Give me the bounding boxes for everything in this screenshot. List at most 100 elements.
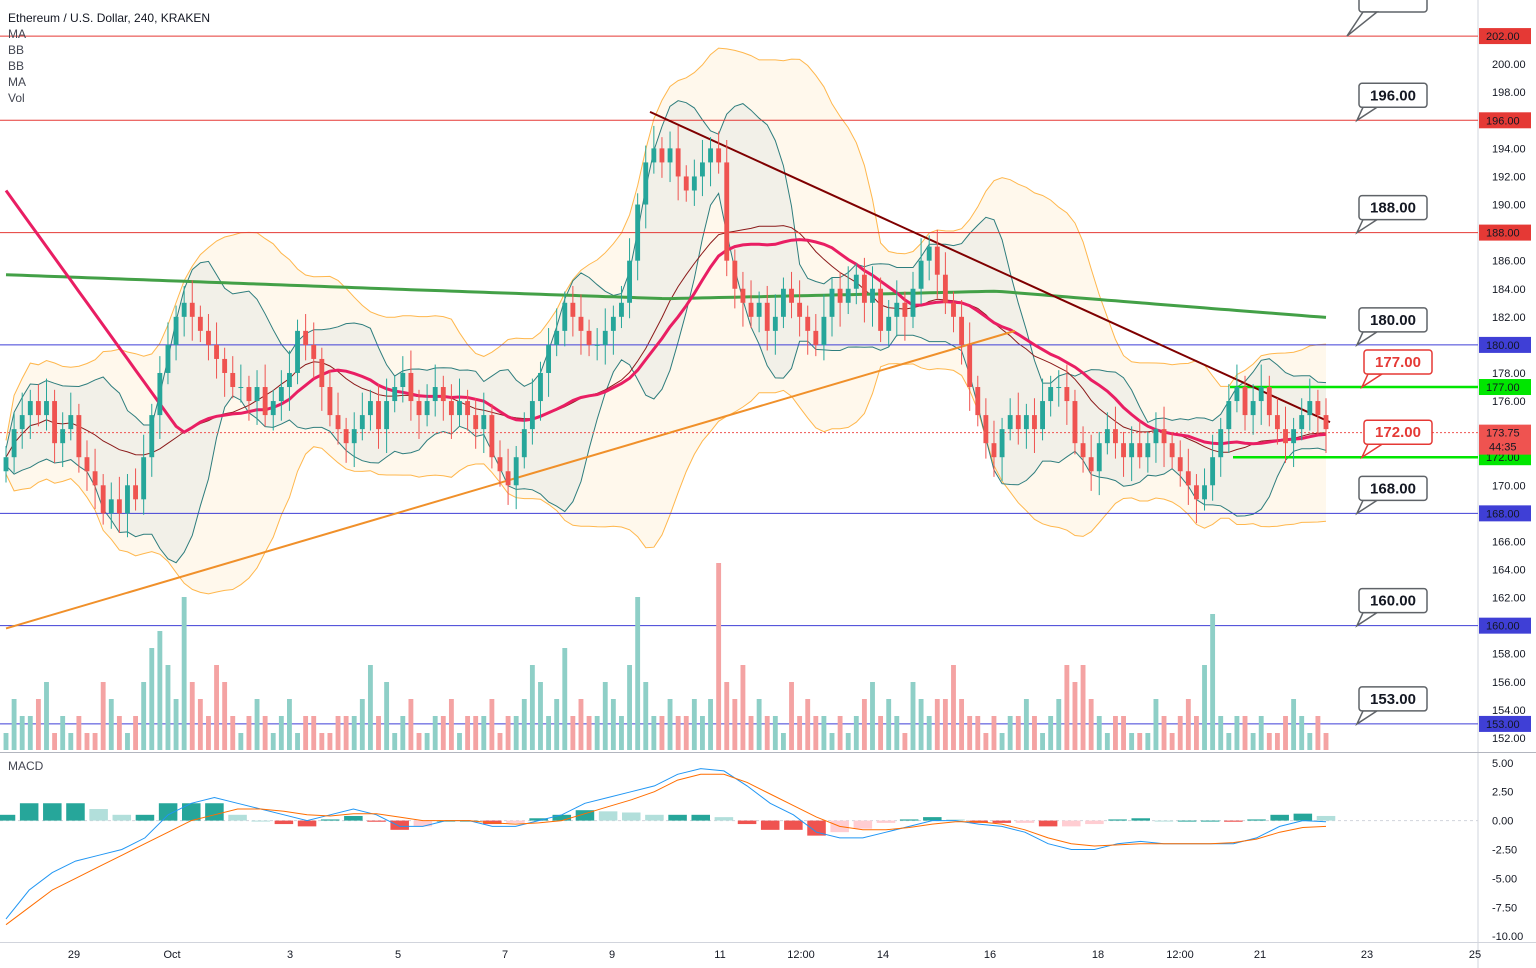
candle-body (513, 457, 519, 486)
volume-bar (578, 699, 584, 750)
volume-bar (303, 716, 309, 750)
candle-body (659, 148, 665, 163)
candle-body (521, 429, 527, 458)
volume-bar (254, 699, 260, 750)
price-tick-label: 194.00 (1492, 143, 1526, 155)
volume-bar (108, 699, 114, 750)
time-tick-label: Oct (163, 949, 180, 961)
candle-body (416, 401, 422, 416)
price-tick-label: 192.00 (1492, 171, 1526, 183)
candle-body (1096, 443, 1102, 472)
candle-body (68, 415, 74, 430)
volume-bar (740, 665, 746, 750)
candle-body (716, 148, 722, 163)
macd-histogram-bar (529, 818, 548, 821)
candle-body (691, 176, 697, 191)
candle-body (1153, 429, 1159, 444)
candle-body (1323, 415, 1329, 430)
macd-histogram-bar (297, 820, 317, 827)
volume-bar (1210, 614, 1216, 750)
candle-body (724, 162, 730, 261)
candle-body (189, 302, 195, 317)
legend-bb-2[interactable]: BB (8, 59, 25, 73)
volume-bar (772, 716, 778, 750)
legend-ma-2[interactable]: MA (8, 75, 26, 89)
volume-bar (975, 716, 981, 750)
volume-bar (206, 716, 211, 750)
candle-body (254, 387, 260, 402)
volume-bar (1291, 699, 1297, 750)
time-tick-label: 7 (502, 949, 508, 961)
volume-bar (748, 716, 754, 750)
macd-histogram-bar (320, 819, 340, 821)
candle-body (84, 457, 90, 472)
legend-bb-1[interactable]: BB (8, 43, 25, 57)
resistance-axis-tag: 188.00 (1486, 228, 1520, 240)
macd-label[interactable]: MACD (8, 759, 44, 773)
macd-histogram-bar (390, 820, 409, 830)
volume-bar (546, 716, 552, 750)
macd-histogram-bar (923, 817, 942, 821)
candle-body (1015, 415, 1021, 430)
candle-body (1194, 485, 1199, 500)
callout-label: 168.00 (1370, 480, 1416, 497)
volume-bar (214, 665, 219, 750)
price-tick-label: 176.00 (1492, 396, 1526, 408)
callout-box (1358, 307, 1428, 333)
volume-bar (3, 733, 9, 750)
candle-body (853, 274, 859, 289)
macd-histogram-bar (760, 820, 780, 830)
callout-label: 172.00 (1375, 424, 1421, 441)
price-tick-label: 170.00 (1492, 480, 1526, 492)
candle-body (1250, 401, 1256, 416)
candle-body (311, 344, 317, 359)
volume-bar (586, 716, 592, 750)
callout-label: 177.00 (1375, 354, 1421, 371)
volume-bar (829, 733, 835, 750)
volume-bar (359, 699, 365, 750)
time-tick-label: 9 (609, 949, 615, 961)
candle-body (562, 302, 568, 331)
price-tick-label: 152.00 (1492, 733, 1526, 745)
candle-body (206, 330, 211, 345)
candle-body (457, 401, 462, 416)
macd-histogram-bar (784, 820, 803, 830)
candle-body (424, 401, 430, 416)
volume-bar (1323, 733, 1329, 750)
volume-bar (667, 699, 673, 750)
candle-body (870, 288, 875, 303)
candle-body (602, 330, 608, 345)
candle-body (789, 288, 794, 303)
volume-bar (125, 733, 130, 750)
macd-histogram-bar (205, 803, 224, 821)
volume-bar (1048, 716, 1054, 750)
candle-body (351, 429, 357, 444)
time-tick-label: 3 (287, 949, 293, 961)
volume-bar (1299, 716, 1305, 750)
bb-inner-upper (5, 100, 1327, 449)
candle-body (1226, 401, 1232, 430)
bb-outer-upper (5, 47, 1327, 441)
volume-bar (991, 716, 997, 750)
volume-bar (1088, 699, 1094, 750)
volume-bar (1145, 733, 1151, 750)
legend-ma-1[interactable]: MA (8, 27, 26, 41)
volume-bar (1242, 716, 1248, 750)
candle-body (238, 387, 244, 389)
candle-body (11, 429, 17, 458)
legend-vol[interactable]: Vol (8, 91, 25, 105)
volume-bar (481, 716, 487, 750)
volume-bar (222, 682, 228, 750)
macd-histogram-bar (344, 815, 363, 821)
candle-body (926, 246, 932, 261)
candle-body (295, 330, 300, 373)
price-tick-label: 186.00 (1492, 256, 1526, 268)
callout-label: 160.00 (1370, 593, 1416, 610)
volume-bar (870, 682, 875, 750)
candle-body (246, 387, 252, 402)
volume-bar (934, 699, 940, 750)
volume-bar (789, 682, 794, 750)
macd-histogram-bar (158, 803, 178, 821)
volume-bar (845, 733, 851, 750)
